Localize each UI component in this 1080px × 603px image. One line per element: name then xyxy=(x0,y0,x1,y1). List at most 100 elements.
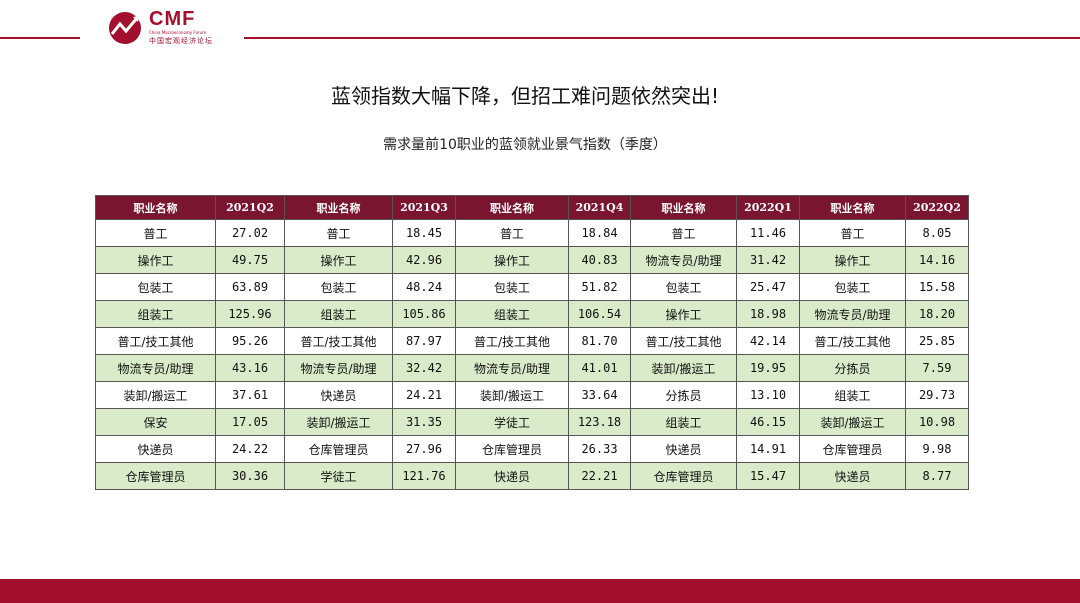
index-value-cell: 30.36 xyxy=(215,462,285,490)
index-value-cell: 26.33 xyxy=(568,435,631,463)
blue-collar-index-table: 职业名称 2021Q2 职业名称 2021Q3 职业名称 2021Q4 职业名称 2022Q1… xyxy=(95,195,969,490)
logo-subtitle-cn: 中国宏观经济论坛 xyxy=(149,37,213,45)
index-value-cell: 33.64 xyxy=(568,381,631,409)
header-rule-left xyxy=(0,37,80,39)
index-value-cell: 31.42 xyxy=(736,246,800,274)
index-value-cell: 32.42 xyxy=(392,354,456,382)
occupation-cell: 操作工 xyxy=(95,246,216,274)
index-value-cell: 10.98 xyxy=(905,408,969,436)
cmf-logo: CMF China Macroeconomy Forum 中国宏观经济论坛 xyxy=(107,8,227,46)
table-row: 装卸/搬运工 37.61 快递员 24.21 装卸/搬运工 33.64 分拣员 13.10 组装… xyxy=(95,381,969,409)
table-row: 普工/技工其他 95.26 普工/技工其他 87.97 普工/技工其他 81.70 普工/技… xyxy=(95,327,969,355)
index-value-cell: 27.02 xyxy=(215,219,285,247)
index-value-cell: 14.91 xyxy=(736,435,800,463)
occupation-cell: 装卸/搬运工 xyxy=(799,408,906,436)
footer-bar xyxy=(0,579,1080,603)
table-header-row: 职业名称 2021Q2 职业名称 2021Q3 职业名称 2021Q4 职业名称 2022Q1… xyxy=(95,195,969,220)
occupation-cell: 普工/技工其他 xyxy=(95,327,216,355)
occupation-cell: 仓库管理员 xyxy=(630,462,737,490)
column-header-occupation: 职业名称 xyxy=(95,195,216,220)
occupation-cell: 包装工 xyxy=(799,273,906,301)
occupation-cell: 普工/技工其他 xyxy=(799,327,906,355)
occupation-cell: 分拣员 xyxy=(799,354,906,382)
column-header-occupation: 职业名称 xyxy=(455,195,569,220)
logo-subtitle-en: China Macroeconomy Forum xyxy=(149,30,207,35)
table-row: 组装工 125.96 组装工 105.86 组装工 106.54 操作工 18.98 物流专员/… xyxy=(95,300,969,328)
index-value-cell: 17.05 xyxy=(215,408,285,436)
occupation-cell: 保安 xyxy=(95,408,216,436)
occupation-cell: 普工/技工其他 xyxy=(630,327,737,355)
occupation-cell: 普工 xyxy=(455,219,569,247)
occupation-cell: 快递员 xyxy=(455,462,569,490)
index-value-cell: 81.70 xyxy=(568,327,631,355)
occupation-cell: 普工 xyxy=(95,219,216,247)
table-row: 仓库管理员 30.36 学徒工 121.76 快递员 22.21 仓库管理员 15.47 快递员… xyxy=(95,462,969,490)
occupation-cell: 物流专员/助理 xyxy=(455,354,569,382)
index-value-cell: 63.89 xyxy=(215,273,285,301)
occupation-cell: 快递员 xyxy=(799,462,906,490)
occupation-cell: 仓库管理员 xyxy=(799,435,906,463)
table-row: 普工 27.02 普工 18.45 普工 18.84 普工 11.46 普工 8.05 xyxy=(95,219,969,247)
index-value-cell: 87.97 xyxy=(392,327,456,355)
index-value-cell: 11.46 xyxy=(736,219,800,247)
occupation-cell: 快递员 xyxy=(95,435,216,463)
table-caption: 需求量前10职业的蓝领就业景气指数（季度） xyxy=(383,137,667,153)
index-value-cell: 48.24 xyxy=(392,273,456,301)
index-value-cell: 29.73 xyxy=(905,381,969,409)
index-value-cell: 49.75 xyxy=(215,246,285,274)
table-row: 快递员 24.22 仓库管理员 27.96 仓库管理员 26.33 快递员 14.91 仓库管理… xyxy=(95,435,969,463)
occupation-cell: 快递员 xyxy=(284,381,393,409)
table-row: 物流专员/助理 43.16 物流专员/助理 32.42 物流专员/助理 41.01 装卸/搬… xyxy=(95,354,969,382)
index-value-cell: 8.77 xyxy=(905,462,969,490)
index-value-cell: 24.21 xyxy=(392,381,456,409)
index-value-cell: 15.47 xyxy=(736,462,800,490)
column-header-quarter: 2021Q3 xyxy=(392,195,456,220)
occupation-cell: 仓库管理员 xyxy=(284,435,393,463)
occupation-cell: 普工 xyxy=(630,219,737,247)
occupation-cell: 组装工 xyxy=(455,300,569,328)
index-value-cell: 121.76 xyxy=(392,462,456,490)
index-value-cell: 42.14 xyxy=(736,327,800,355)
occupation-cell: 包装工 xyxy=(95,273,216,301)
occupation-cell: 操作工 xyxy=(630,300,737,328)
column-header-quarter: 2022Q2 xyxy=(905,195,969,220)
index-value-cell: 42.96 xyxy=(392,246,456,274)
occupation-cell: 包装工 xyxy=(455,273,569,301)
index-value-cell: 40.83 xyxy=(568,246,631,274)
index-value-cell: 27.96 xyxy=(392,435,456,463)
occupation-cell: 装卸/搬运工 xyxy=(455,381,569,409)
occupation-cell: 学徒工 xyxy=(284,462,393,490)
occupation-cell: 普工 xyxy=(284,219,393,247)
index-value-cell: 106.54 xyxy=(568,300,631,328)
index-value-cell: 7.59 xyxy=(905,354,969,382)
occupation-cell: 物流专员/助理 xyxy=(630,246,737,274)
index-value-cell: 18.98 xyxy=(736,300,800,328)
column-header-quarter: 2021Q4 xyxy=(568,195,631,220)
occupation-cell: 包装工 xyxy=(284,273,393,301)
column-header-quarter: 2022Q1 xyxy=(736,195,800,220)
occupation-cell: 装卸/搬运工 xyxy=(284,408,393,436)
occupation-cell: 操作工 xyxy=(455,246,569,274)
index-value-cell: 25.47 xyxy=(736,273,800,301)
occupation-cell: 包装工 xyxy=(630,273,737,301)
index-value-cell: 8.05 xyxy=(905,219,969,247)
index-value-cell: 24.22 xyxy=(215,435,285,463)
index-value-cell: 125.96 xyxy=(215,300,285,328)
table-row: 操作工 49.75 操作工 42.96 操作工 40.83 物流专员/助理 31.42 操作工 1… xyxy=(95,246,969,274)
column-header-occupation: 职业名称 xyxy=(799,195,906,220)
cmf-logo-icon xyxy=(109,12,141,44)
table-row: 包装工 63.89 包装工 48.24 包装工 51.82 包装工 25.47 包装工 15.58 xyxy=(95,273,969,301)
index-value-cell: 18.20 xyxy=(905,300,969,328)
index-value-cell: 13.10 xyxy=(736,381,800,409)
index-value-cell: 22.21 xyxy=(568,462,631,490)
column-header-occupation: 职业名称 xyxy=(284,195,393,220)
occupation-cell: 仓库管理员 xyxy=(95,462,216,490)
index-value-cell: 95.26 xyxy=(215,327,285,355)
occupation-cell: 普工/技工其他 xyxy=(455,327,569,355)
occupation-cell: 装卸/搬运工 xyxy=(95,381,216,409)
occupation-cell: 仓库管理员 xyxy=(455,435,569,463)
occupation-cell: 分拣员 xyxy=(630,381,737,409)
index-value-cell: 37.61 xyxy=(215,381,285,409)
occupation-cell: 普工/技工其他 xyxy=(284,327,393,355)
column-header-quarter: 2021Q2 xyxy=(215,195,285,220)
